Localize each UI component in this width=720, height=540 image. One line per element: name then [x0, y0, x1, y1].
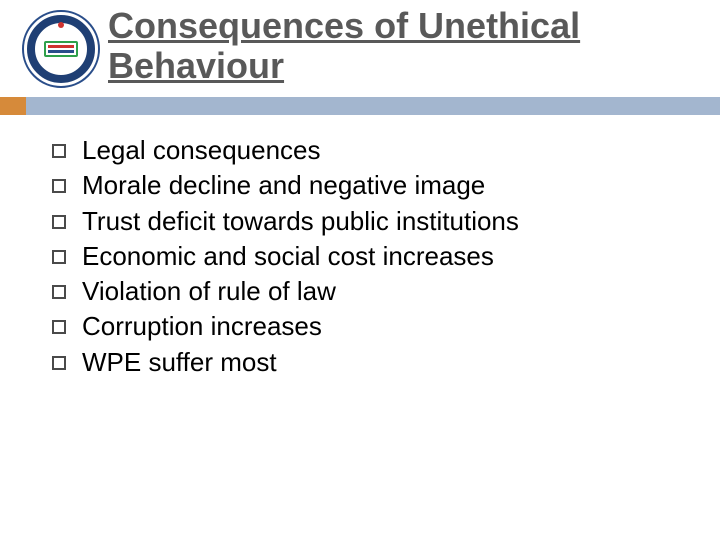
slide-title: Consequences of Unethical Behaviour [108, 6, 700, 87]
bullet-list: Legal consequences Morale decline and ne… [52, 134, 680, 381]
list-item: Legal consequences [52, 134, 680, 167]
title-band [0, 97, 720, 115]
title-band-accent [0, 97, 26, 115]
list-item: Morale decline and negative image [52, 169, 680, 202]
list-item: Corruption increases [52, 310, 680, 343]
list-item: Trust deficit towards public institution… [52, 205, 680, 238]
list-item: Economic and social cost increases [52, 240, 680, 273]
list-item: WPE suffer most [52, 346, 680, 379]
slide: Consequences of Unethical Behaviour Lega… [0, 0, 720, 540]
list-item: Violation of rule of law [52, 275, 680, 308]
organization-logo [22, 10, 100, 88]
